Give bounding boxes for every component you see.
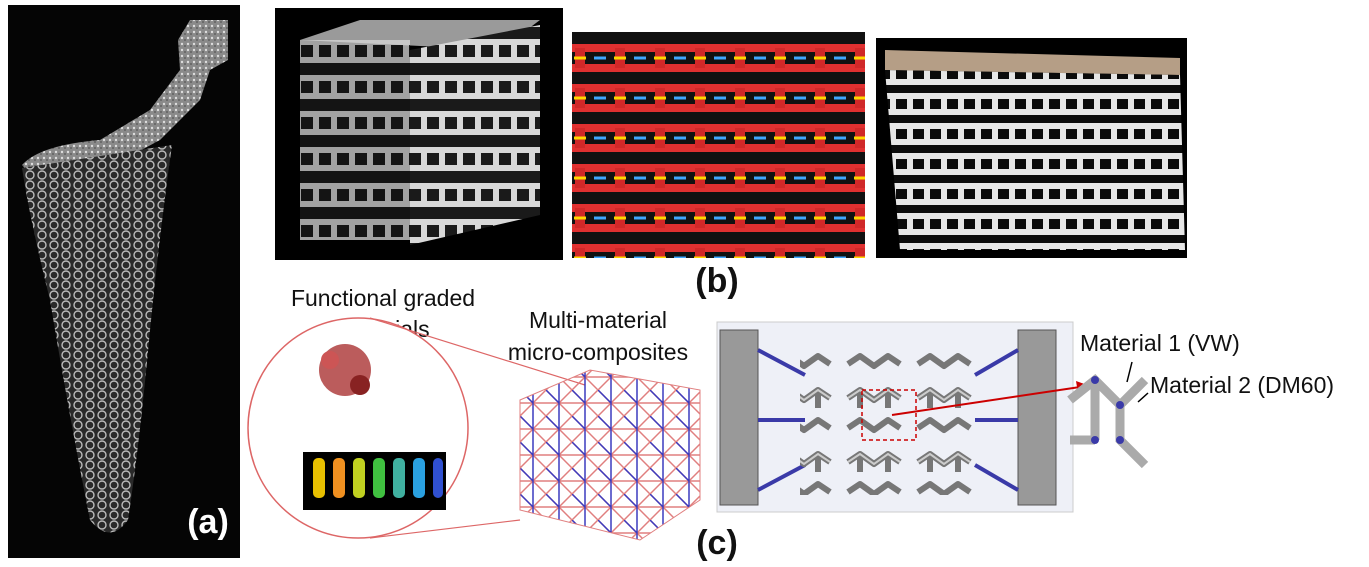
annotation: Functional graded bbox=[291, 285, 475, 311]
cube-side bbox=[300, 40, 410, 240]
annotation: Multi-material bbox=[529, 307, 667, 333]
crushed-sample bbox=[885, 70, 1185, 250]
grip bbox=[1018, 330, 1056, 505]
panel-a: (a) bbox=[8, 5, 240, 558]
grip bbox=[720, 330, 758, 505]
pointer bbox=[1138, 393, 1148, 402]
annotation: micro-composites bbox=[508, 339, 688, 365]
stress-map bbox=[572, 32, 865, 258]
auxetic-structure bbox=[800, 345, 980, 495]
figure: (a) (b) Functional graded materials Mult… bbox=[0, 0, 1369, 562]
graded-particle bbox=[319, 344, 371, 396]
annotation: Material 2 (DM60) bbox=[1150, 372, 1334, 398]
panel-c: Functional graded materials Multi-materi… bbox=[248, 285, 1334, 562]
annotation: Material 1 (VW) bbox=[1080, 330, 1240, 356]
panel-label: (b) bbox=[695, 262, 738, 300]
pointer bbox=[1127, 362, 1132, 382]
panel-label: (a) bbox=[187, 503, 229, 541]
panel-label: (c) bbox=[696, 524, 738, 562]
panel-b: (b) bbox=[275, 8, 1187, 300]
detail-joint bbox=[1070, 376, 1145, 465]
cube-front bbox=[410, 25, 540, 245]
lattice-cube bbox=[520, 370, 700, 540]
